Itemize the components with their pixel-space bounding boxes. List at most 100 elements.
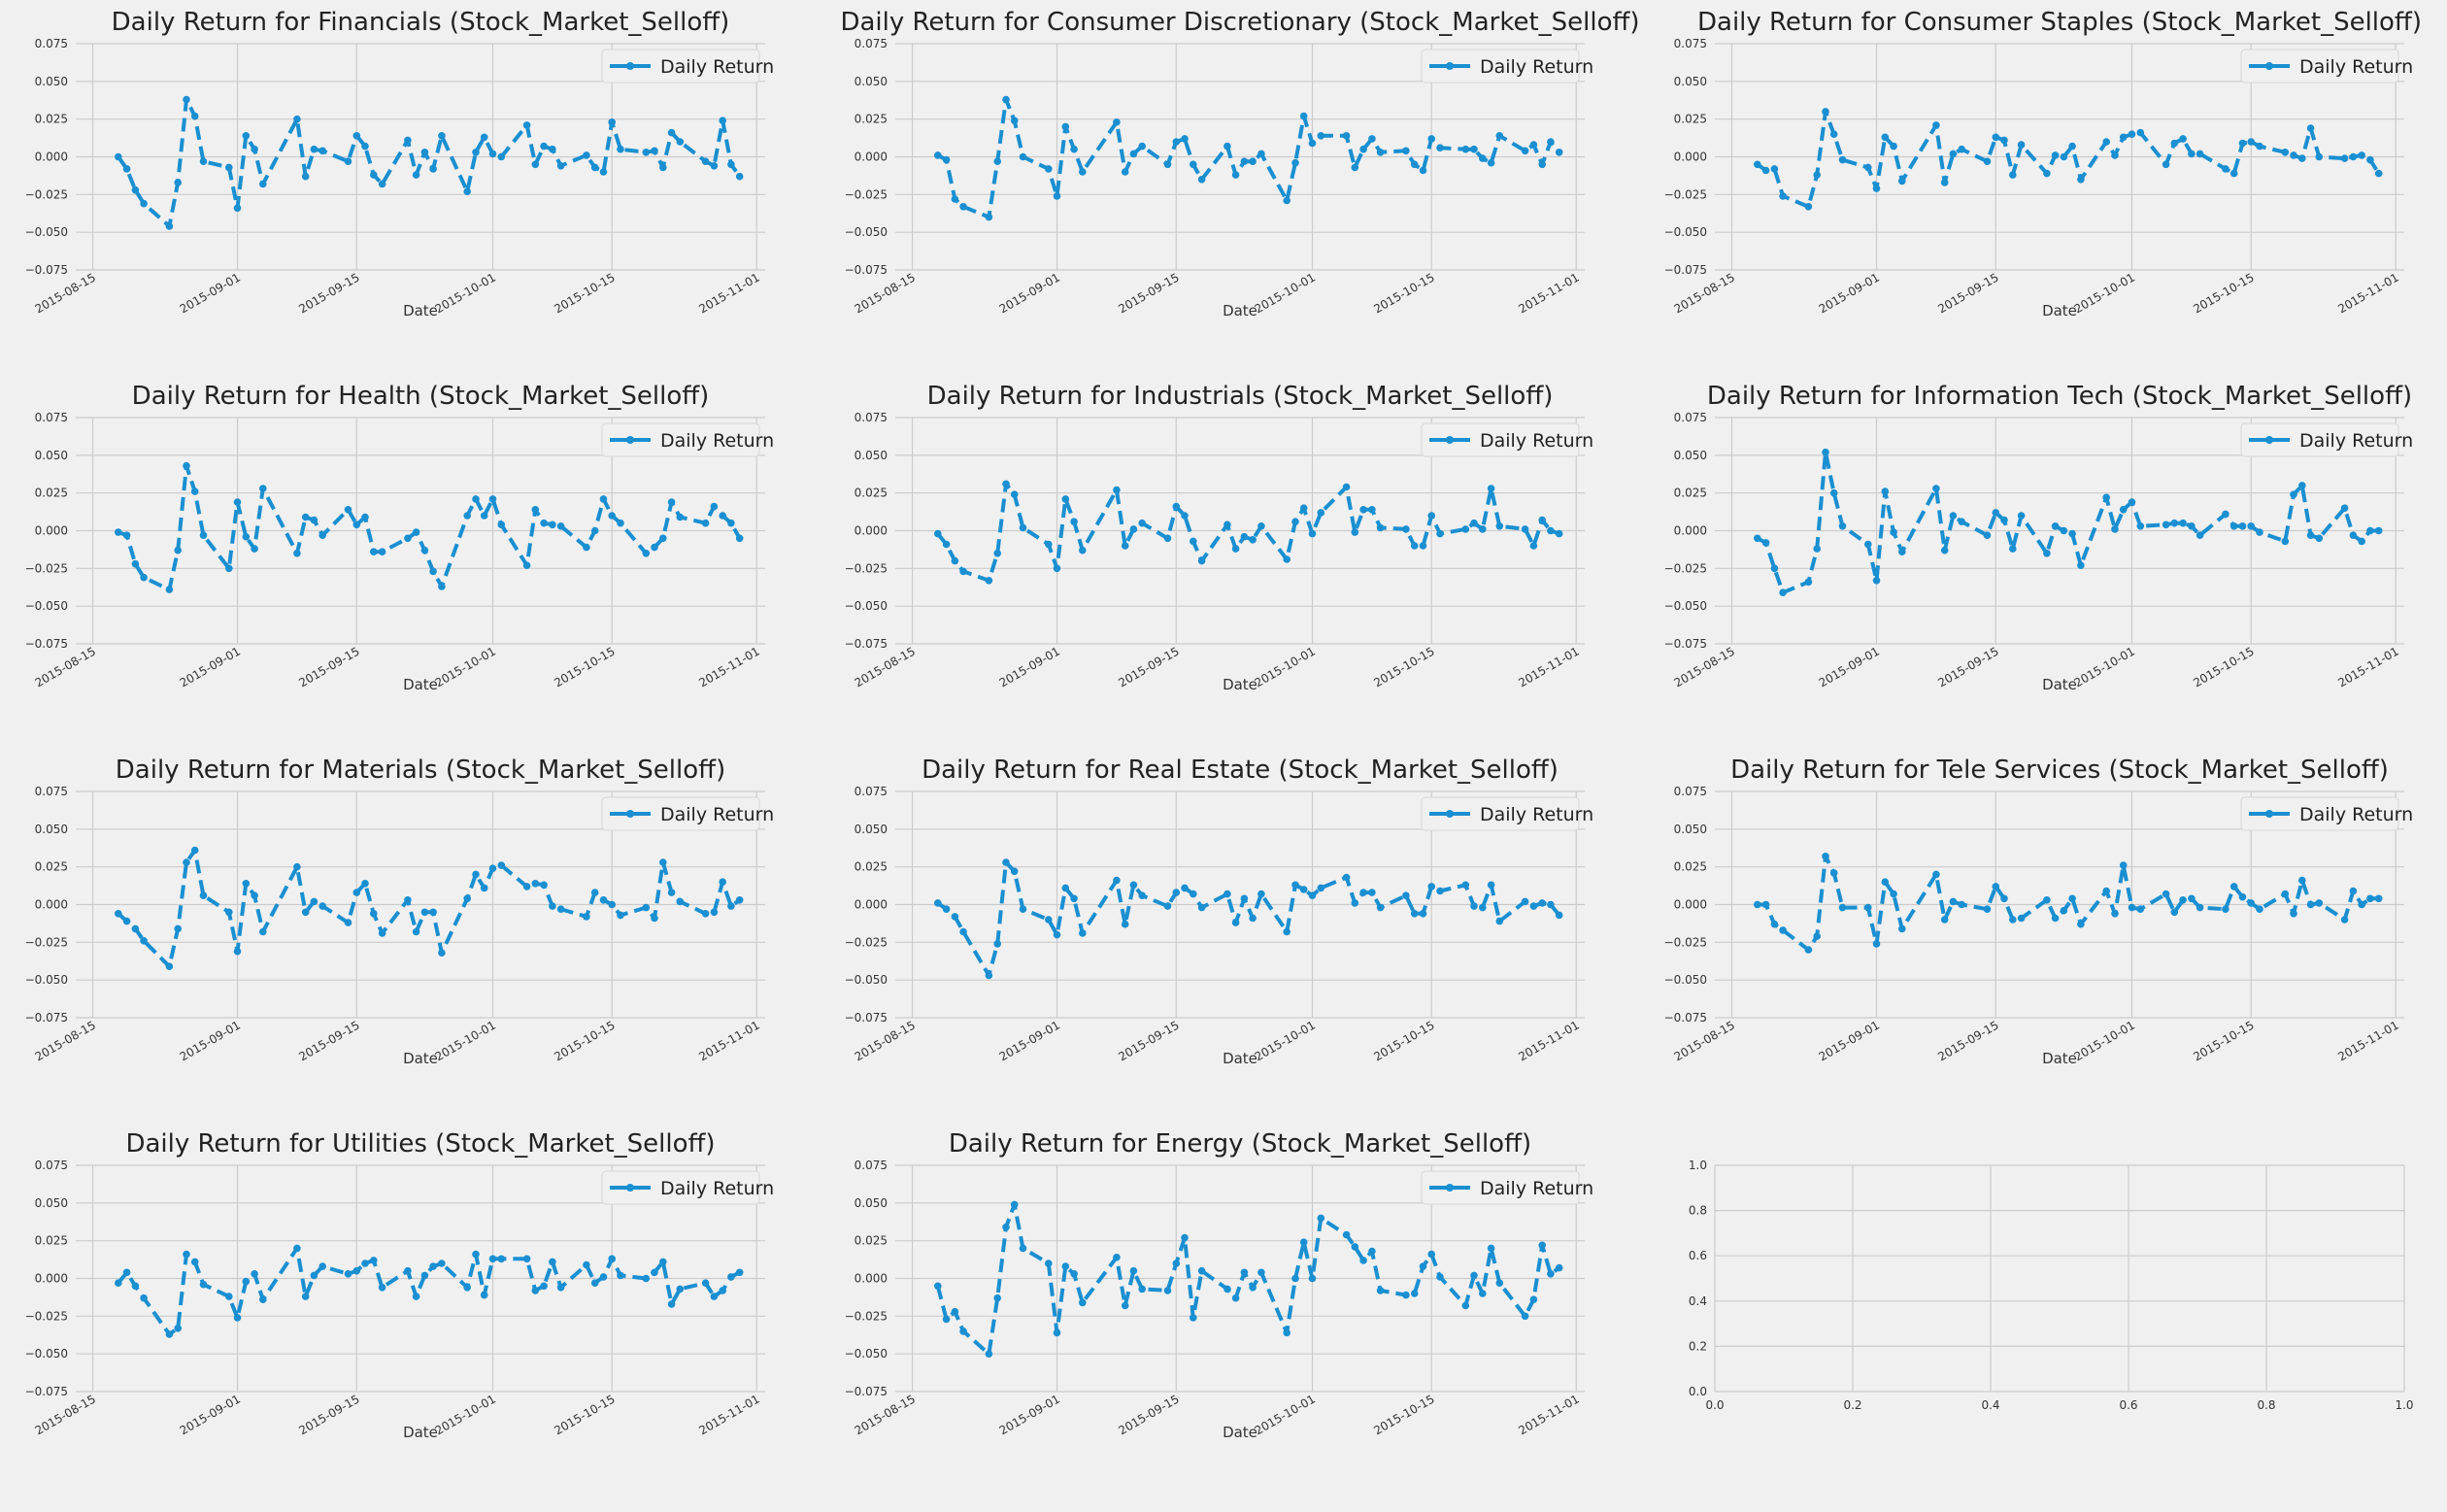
data-point: [1002, 480, 1010, 488]
data-point: [642, 149, 651, 156]
data-point: [1308, 529, 1317, 538]
y-tick-label: 0.000: [35, 151, 68, 164]
data-point: [1864, 903, 1872, 912]
data-point: [2229, 883, 2238, 890]
data-point: [531, 1287, 540, 1294]
data-point: [497, 152, 506, 161]
data-point: [140, 573, 148, 582]
x-axis-label: Date: [403, 1424, 438, 1441]
data-point: [259, 180, 267, 188]
data-point: [590, 163, 599, 172]
data-point: [1317, 884, 1325, 892]
data-point: [2281, 149, 2290, 156]
data-point: [1779, 588, 1787, 596]
series-line: [1757, 854, 2379, 953]
data-point: [2060, 152, 2068, 161]
data-point: [1197, 556, 1206, 565]
data-point: [1197, 903, 1206, 912]
data-point: [1061, 495, 1070, 503]
data-point: [2128, 903, 2136, 912]
legend-box: [2240, 49, 2399, 84]
x-axis-label: Date: [1223, 676, 1257, 693]
data-point: [1240, 532, 1249, 541]
data-point: [651, 1268, 658, 1277]
data-point: [676, 138, 685, 146]
data-point: [1376, 523, 1385, 532]
data-point: [480, 1291, 488, 1299]
data-point: [1257, 522, 1265, 530]
data-point: [1053, 1328, 1061, 1337]
data-point: [2315, 899, 2324, 907]
data-point: [959, 1327, 967, 1335]
data-point: [1538, 899, 1546, 907]
y-tick-label: 0.000: [35, 524, 68, 538]
data-point: [1061, 1262, 1070, 1270]
data-point: [1053, 930, 1061, 939]
data-point: [556, 1284, 565, 1292]
data-point: [1881, 487, 1890, 495]
data-point: [1197, 1266, 1206, 1275]
data-point: [1368, 889, 1376, 896]
data-point: [1342, 483, 1351, 491]
data-point: [190, 487, 199, 495]
data-point: [659, 534, 667, 543]
data-point: [1881, 878, 1890, 886]
data-point: [2340, 154, 2349, 162]
data-point: [951, 1307, 959, 1316]
data-point: [2256, 905, 2263, 913]
data-point: [2009, 545, 2017, 553]
data-point: [1231, 919, 1240, 926]
data-point: [2017, 512, 2026, 520]
data-point: [531, 506, 540, 514]
data-point: [1138, 891, 1146, 899]
data-point: [1121, 920, 1129, 928]
data-point: [2238, 139, 2247, 148]
data-point: [361, 1260, 369, 1267]
data-point: [1770, 920, 1779, 928]
x-axis-label: Date: [1223, 1050, 1257, 1067]
data-point: [1113, 486, 1121, 494]
data-point: [259, 485, 267, 492]
data-point: [2306, 124, 2315, 132]
data-point: [2162, 521, 2170, 529]
data-point: [1872, 940, 1881, 948]
data-point: [2043, 896, 2051, 904]
data-point: [1308, 139, 1317, 148]
data-point: [1181, 884, 1189, 892]
data-point: [1983, 905, 1992, 913]
data-point: [1045, 1260, 1053, 1267]
data-point: [1487, 881, 1495, 890]
data-point: [951, 913, 959, 921]
y-tick-label: 0.050: [855, 1196, 888, 1210]
data-point: [583, 151, 590, 159]
data-point: [1376, 903, 1385, 912]
data-point: [233, 1314, 242, 1322]
data-point: [318, 147, 327, 155]
data-point: [659, 858, 667, 866]
y-tick-label: 0.000: [1674, 524, 1707, 538]
data-point: [1010, 117, 1019, 124]
data-point: [1359, 1257, 1367, 1264]
data-point: [1351, 1243, 1359, 1251]
data-point: [1779, 926, 1787, 934]
data-point: [608, 118, 616, 126]
legend-label: Daily Return: [2299, 430, 2413, 452]
x-axis-label: Date: [1223, 302, 1257, 319]
data-point: [2298, 154, 2306, 162]
data-point: [2077, 176, 2085, 184]
data-point: [1521, 147, 1529, 155]
data-point: [2281, 890, 2290, 898]
data-point: [2162, 160, 2170, 169]
data-point: [190, 112, 199, 120]
data-point: [540, 519, 548, 527]
data-point: [1436, 144, 1444, 151]
data-point: [2179, 519, 2187, 527]
data-point: [531, 880, 540, 888]
data-point: [115, 910, 122, 918]
y-tick-label: 0.075: [1674, 785, 1707, 798]
data-point: [985, 577, 993, 585]
data-point: [1019, 1244, 1027, 1253]
data-point: [1190, 160, 1197, 169]
legend: Daily Return: [601, 1170, 774, 1205]
data-point: [1138, 1285, 1146, 1294]
